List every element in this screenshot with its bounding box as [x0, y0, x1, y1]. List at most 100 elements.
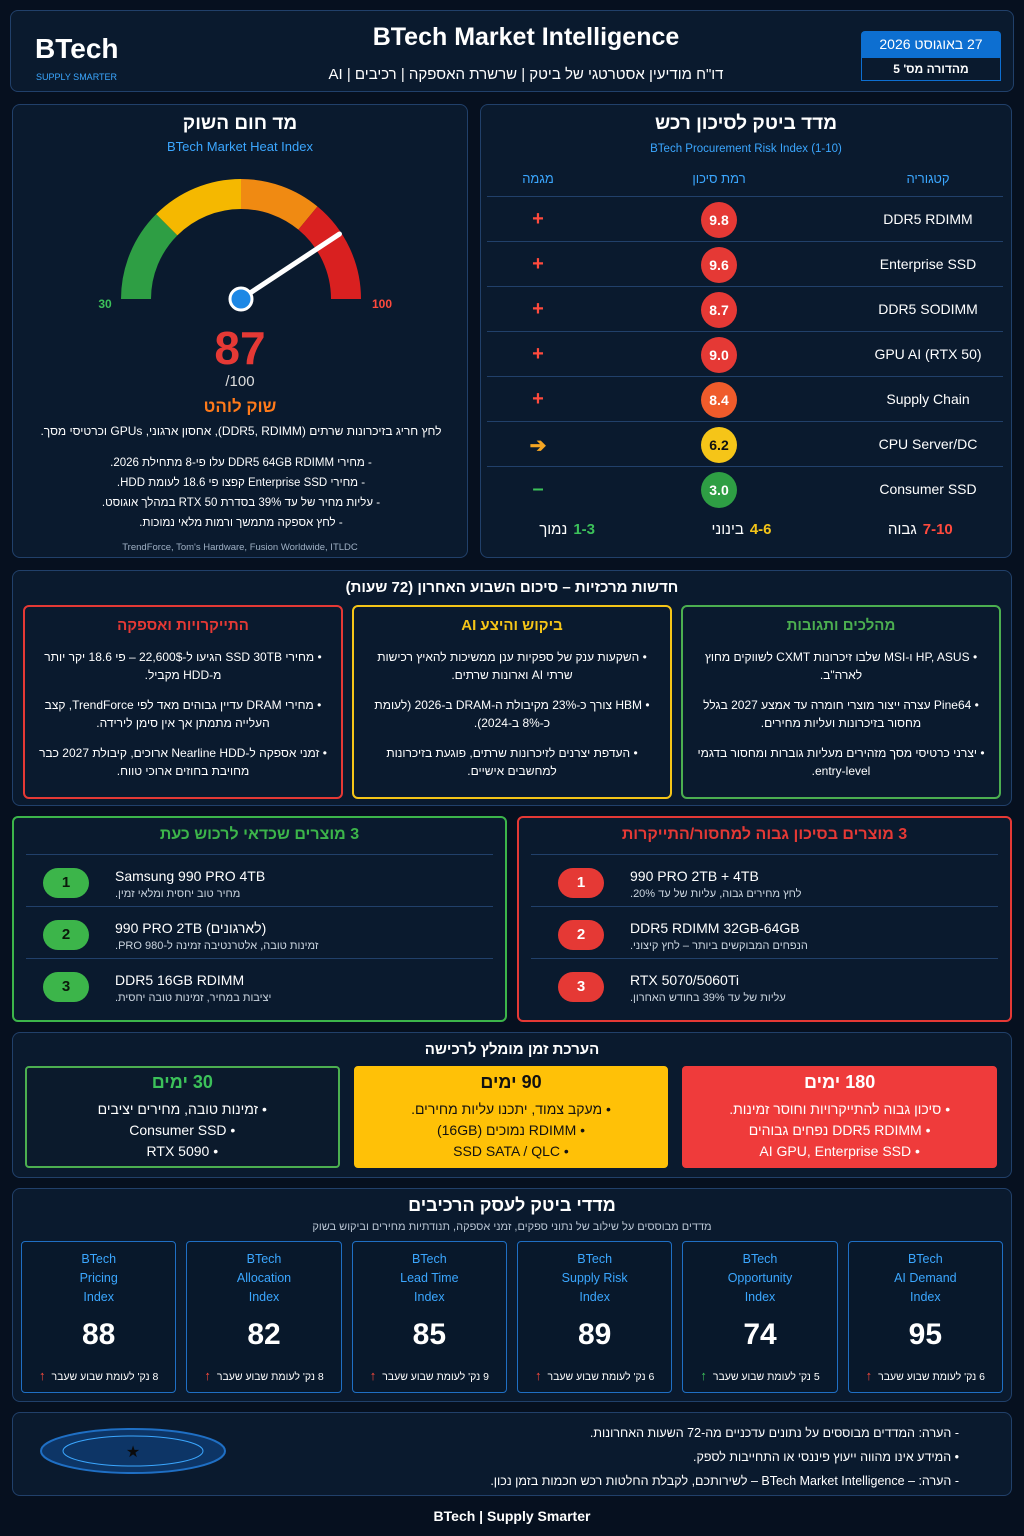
legend-range: 1-3: [573, 521, 596, 538]
gauge-min: 30: [98, 297, 112, 311]
svg-text:★: ★: [126, 1444, 140, 1461]
risk-column-header: מגמה: [522, 171, 554, 186]
index-name: BTech: [907, 1252, 943, 1266]
risk-score: 9.0: [701, 337, 737, 373]
needle-hub: [228, 286, 254, 312]
legend-range: 4-6: [749, 521, 772, 538]
index-arrow: ↑: [39, 1368, 46, 1383]
heat-status: שוק לוהט: [203, 397, 277, 416]
index-change: 8 נק' לעומת שבוע שעבר ↑: [22, 1368, 175, 1383]
news-item: מחירי DRAM עדיין גבוהים מאד לפי TrendFor…: [39, 696, 327, 732]
tagline: SUPPLY SMARTER: [36, 72, 118, 82]
news-cards: מהלכים ותגובות HP, ASUS ו-MSI שלבו זיכרונ…: [23, 605, 1001, 799]
index-name: Pricing: [79, 1271, 118, 1285]
risk-category: CPU Server/DC: [878, 436, 978, 452]
risk-score: 8.4: [701, 382, 737, 418]
index-change: 9 נק' לעומת שבוע שעבר ↑: [353, 1368, 506, 1383]
row-divider: [26, 958, 493, 959]
gauge-segment: [240, 179, 318, 230]
timing-item: מעקב צמוד, יתכנו עליות מחירים.: [356, 1099, 667, 1120]
row-divider: [487, 376, 1003, 377]
index-name: Index: [744, 1290, 776, 1304]
index-value: 89: [577, 1318, 612, 1351]
news-item: HBM צורך כ-23% מקיבולת ה-DRAM ב-2026 (לע…: [368, 696, 656, 732]
index-change-text: 8 נק' לעומת שבוע שעבר: [51, 1371, 159, 1383]
index-value: 74: [743, 1318, 777, 1351]
products-card: 3 מוצרים בסיכון גבוה למחסור/התייקרות 1 990…: [517, 816, 1012, 1022]
timing-title: הערכת זמן מומלץ לרכישה: [424, 1041, 600, 1058]
index-value: 85: [412, 1318, 447, 1351]
timing-days: 90 ימים: [480, 1072, 542, 1092]
news-items: מחירי SSD 30TB הגיעו ל-22,600$ – פי 18.6…: [39, 648, 327, 780]
risk-trend: +: [532, 388, 544, 410]
risk-score: 8.7: [701, 292, 737, 328]
product-name: 990 PRO 2TB (לארגונים): [115, 920, 267, 936]
gauge-needle: [238, 231, 342, 302]
news-card-title: מהלכים ותגובות: [786, 617, 896, 634]
timing-item: Consumer SSD: [27, 1120, 338, 1141]
index-card: BTech Supply Risk Index 89 6 נק' לעומת שבוע …: [517, 1241, 673, 1393]
risk-category: DDR5 SODIMM: [878, 301, 978, 317]
timing-card: 90 ימים מעקב צמוד, יתכנו עליות מחירים.RDI…: [353, 1066, 669, 1168]
row-divider: [531, 906, 998, 907]
news-item: מחירי SSD 30TB הגיעו ל-22,600$ – פי 18.6…: [39, 648, 327, 684]
index-change: 8 נק' לעומת שבוע שעבר ↑: [187, 1368, 340, 1383]
row-divider: [487, 196, 1003, 197]
news-card-title: התייקרויות ואספקה: [117, 617, 249, 634]
gauge-segment: [297, 206, 361, 300]
decor-emblem: ★: [40, 1428, 226, 1474]
news-card: ביקוש והיצע AI השקעות ענק של ספקיות ענן מ…: [352, 605, 672, 799]
risk-trend: +: [532, 298, 544, 320]
risk-subtitle: BTech Procurement Risk Index (1-10): [650, 143, 842, 155]
index-change-text: 5 נק' לעומת שבוע שעבר: [712, 1371, 820, 1383]
gauge: 30 100: [98, 179, 392, 312]
row-divider: [487, 241, 1003, 242]
index-arrow: ↑: [700, 1368, 707, 1383]
risk-score: 3.0: [701, 472, 737, 508]
brand: BTech: [35, 33, 119, 64]
row-divider: [531, 958, 998, 959]
note: הערה: המדדים מבוססים על נתונים עדכניים מ…: [490, 1421, 959, 1445]
gauge-segment: [121, 214, 178, 300]
risk-score: 9.6: [701, 247, 737, 283]
indices-panel: מדדי ביטק לעסק הרכיבים מדדים מבוססים על ש…: [12, 1188, 1012, 1402]
news-item: Pine64 עצרה ייצור מוצרי חומרה עד אמצע 20…: [697, 696, 985, 732]
news-panel: חדשות מרכזיות – סיכום השבוע האחרון (72 ש…: [12, 570, 1012, 806]
news-item: HP, ASUS ו-MSI שלבו זיכרונות CXMT לשווקי…: [697, 648, 985, 684]
heat-bullet: לחץ אספקה מתמשך ורמות מלאי נמוכות.: [23, 513, 459, 533]
product-note: הנפחים המבוקשים ביותר – לחץ קיצוני.: [630, 940, 808, 952]
index-change-text: 6 נק' לעומת שבוע שעבר: [547, 1371, 655, 1383]
product-rank: 1: [558, 868, 604, 898]
news-title: חדשות מרכזיות – סיכום השבוע האחרון (72 ש…: [345, 579, 679, 596]
index-name: BTech: [81, 1252, 117, 1266]
index-change: 6 נק' לעומת שבוע שעבר ↑: [849, 1368, 1002, 1383]
heat-unit: /100: [225, 373, 255, 390]
note: המידע אינו מהווה ייעוץ פיננסי או התחייבו…: [490, 1445, 959, 1469]
legend-label: בינוני: [711, 521, 744, 538]
index-name: BTech: [742, 1252, 778, 1266]
news-item: העדפת יצרנים לזיכרונות שרתים, פוגעת בזיכ…: [368, 744, 656, 780]
index-card: BTech Allocation Index 82 8 נק' לעומת שבוע ש…: [186, 1241, 342, 1393]
index-name: AI Demand: [894, 1271, 957, 1285]
index-change-text: 6 נק' לעומת שבוע שעבר: [878, 1371, 985, 1383]
row-divider: [531, 854, 998, 855]
timing-items: סיכון גבוה להתייקרויות וחוסר זמינות.DDR5…: [684, 1099, 995, 1162]
row-divider: [487, 421, 1003, 422]
news-card-title: ביקוש והיצע AI: [461, 617, 563, 634]
news-item: יצרני כרטיסי מסך מזהירים מעליות גוברות ו…: [697, 744, 985, 780]
timing-card: 180 ימים סיכון גבוה להתייקרויות וחוסר זמי…: [682, 1066, 997, 1168]
index-change: 6 נק' לעומת שבוע שעבר ↑: [518, 1368, 671, 1383]
risk-trend: +: [532, 208, 544, 230]
heat-panel: מד חום השוק BTech Market Heat Index 30 100 8…: [12, 104, 468, 558]
news-card: מהלכים ותגובות HP, ASUS ו-MSI שלבו זיכרונ…: [681, 605, 1001, 799]
edition: מהדורה מס' 5: [861, 57, 1001, 81]
heat-subtitle: BTech Market Heat Index: [167, 139, 313, 154]
product-rank: 3: [43, 972, 89, 1002]
row-divider: [26, 906, 493, 907]
row-divider: [487, 331, 1003, 332]
risk-category: DDR5 RDIMM: [883, 211, 973, 227]
risk-trend: –: [532, 478, 544, 500]
index-name: BTech: [246, 1252, 282, 1266]
